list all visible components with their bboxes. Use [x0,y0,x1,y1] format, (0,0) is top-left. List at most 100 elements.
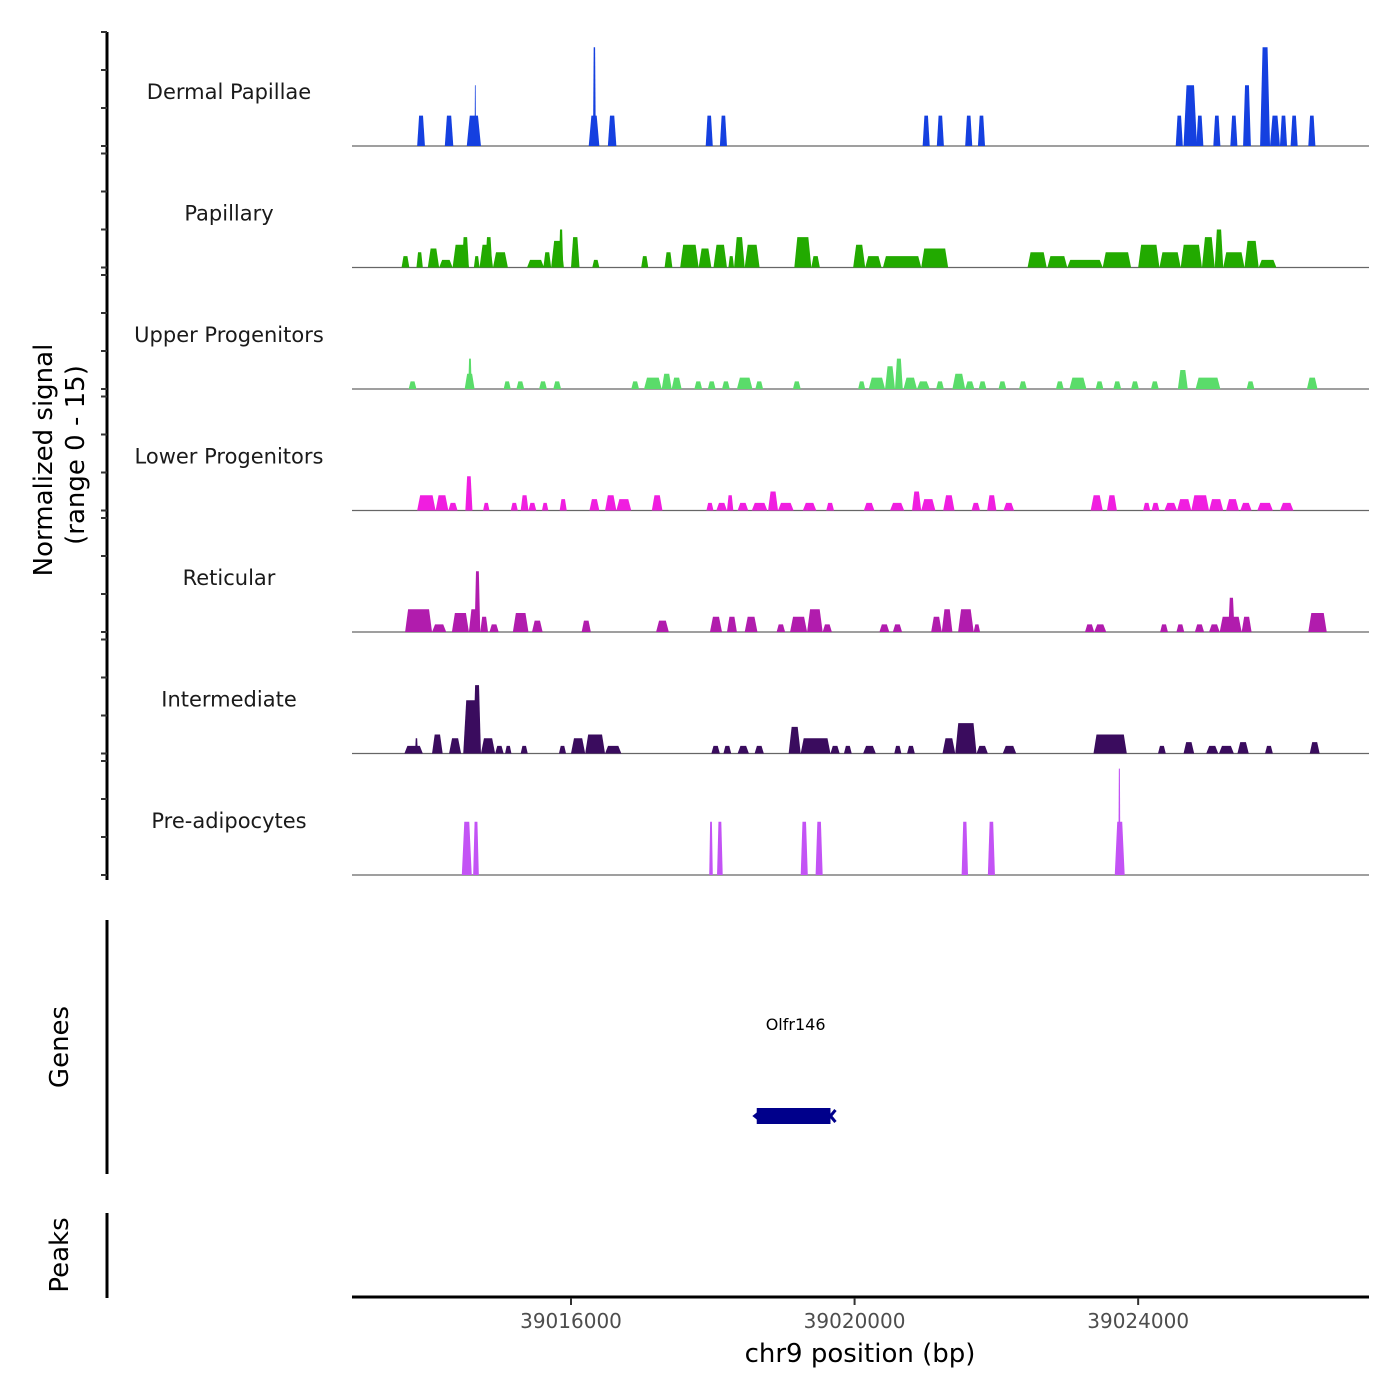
signal-peak [744,616,758,632]
signal-peak [461,237,469,268]
signal-peak [971,502,981,511]
signal-peak [698,248,712,268]
signal-peak [516,381,525,389]
signal-peak [728,256,735,268]
signal-peak [449,738,462,754]
signal-peak [1241,616,1252,632]
signal-peak [1102,252,1132,268]
signal-peak [592,259,600,268]
signal-peak [1183,85,1198,146]
signal-peak [510,502,518,511]
x-tick-label: 39024000 [1087,1309,1189,1333]
track-label: Intermediate [161,688,297,712]
signal-peak [1150,381,1159,389]
signal-peak [722,381,730,389]
signal-peak [936,381,944,389]
y-axis-title-line-1: Normalized signal [29,344,59,577]
signal-peak [1095,381,1104,389]
signal-peak [1177,370,1188,389]
signal-peak [826,502,835,511]
signal-peak [707,381,716,389]
signal-peak [520,745,528,754]
signal-peak [1244,240,1259,268]
signal-peak [1209,624,1220,632]
signal-peak [585,734,606,754]
signal-peak [794,237,812,268]
signal-peak [559,499,567,511]
track-intermediate: Intermediate [161,685,1369,755]
signal-peak [868,377,886,389]
signal-peak [1290,115,1298,146]
signal-peak [1258,259,1277,268]
signal-peak [661,373,672,389]
signal-peak [570,738,586,754]
x-axis-ticks: 39016000 39020000 39024000 [520,1298,1189,1333]
signal-peak [755,381,764,389]
signal-peak [942,738,956,754]
signal-peak [768,491,779,511]
signal-peak [671,377,682,389]
signal-peak [680,244,699,268]
track-label: Pre-adipocytes [151,809,306,833]
track-label: Lower Progenitors [135,445,324,469]
signal-peak [1191,495,1210,511]
signal-peak [894,358,903,389]
signal-peak [977,115,986,146]
signal-peak [1003,502,1015,511]
signal-peak [807,609,823,632]
signal-peak [706,502,714,511]
signal-peak [444,115,454,146]
signal-peak [401,256,410,268]
signal-peak [465,476,473,511]
signal-peak [417,495,436,511]
track-label: Papillary [184,202,273,226]
signal-peak [790,616,808,632]
signal-peak [461,821,472,875]
signal-peak [605,495,617,511]
signal-peak [800,821,808,875]
signal-peak [1228,597,1235,632]
signal-peak [1206,745,1219,754]
signal-peak [865,256,882,268]
track-dermal-papillae: Dermal Papillae [147,47,1369,147]
signal-peak [468,358,472,389]
signal-peak [973,624,981,632]
signal-peak [1196,115,1204,146]
signal-peak [726,495,734,511]
strand-arrow-icon [828,1109,837,1123]
signal-peak [1158,745,1166,754]
signal-peak [815,821,823,875]
signal-peak [998,381,1007,389]
signal-peak [432,624,447,632]
signal-peak [1106,495,1117,511]
signal-peak [651,495,663,511]
signal-peak [432,734,443,754]
signal-peak [439,259,453,268]
signal-peak [1159,252,1181,268]
signal-peak [1019,381,1027,389]
signal-peak [961,821,969,875]
signal-peak [863,745,876,754]
signal-peak [737,502,749,511]
signal-peak [417,115,425,146]
signal-peak [776,624,786,632]
signal-peak [903,377,917,389]
signal-peak [1084,624,1095,632]
signal-peak [792,381,801,389]
signal-peak [1243,85,1251,146]
signal-peak [664,252,673,268]
signal-peak [405,609,433,632]
track-label: Dermal Papillae [147,80,311,104]
signal-peak [474,571,481,632]
signal-peak [1027,252,1047,268]
signal-peak [705,115,713,146]
signal-peak [1246,381,1255,389]
track-papillary: Papillary [184,202,1369,269]
signal-peak [1160,624,1168,632]
signal-peak [520,495,529,511]
signal-peak [1309,742,1320,754]
signal-peak [1143,502,1151,511]
x-axis-title: chr9 position (bp) [745,1339,976,1369]
signal-peak [717,821,723,875]
signal-peak [843,745,852,754]
